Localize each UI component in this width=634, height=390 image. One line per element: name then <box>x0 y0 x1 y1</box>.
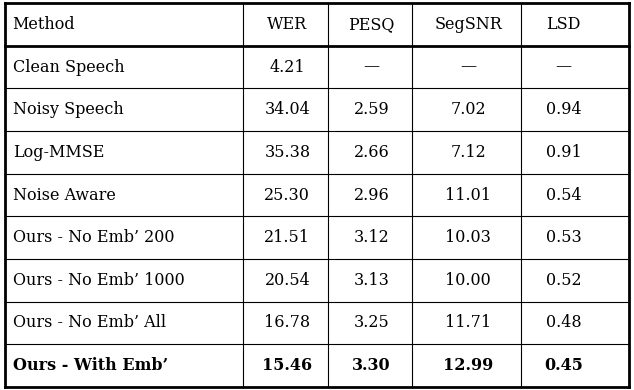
Text: 7.02: 7.02 <box>451 101 486 118</box>
Text: 4.21: 4.21 <box>269 58 305 76</box>
Text: —: — <box>555 58 571 76</box>
Text: 10.00: 10.00 <box>446 272 491 289</box>
Text: 0.91: 0.91 <box>545 144 581 161</box>
Text: Ours - No Emb’ 1000: Ours - No Emb’ 1000 <box>13 272 184 289</box>
Text: 2.59: 2.59 <box>354 101 389 118</box>
Text: 0.53: 0.53 <box>545 229 581 246</box>
Text: 0.54: 0.54 <box>546 186 581 204</box>
Text: 16.78: 16.78 <box>264 314 311 332</box>
Text: 25.30: 25.30 <box>264 186 310 204</box>
Text: 15.46: 15.46 <box>262 357 313 374</box>
Text: 3.25: 3.25 <box>354 314 389 332</box>
Text: Clean Speech: Clean Speech <box>13 58 124 76</box>
Text: 2.96: 2.96 <box>354 186 389 204</box>
Text: 2.66: 2.66 <box>354 144 389 161</box>
Text: 3.12: 3.12 <box>354 229 389 246</box>
Text: Ours - No Emb’ All: Ours - No Emb’ All <box>13 314 166 332</box>
Text: 0.52: 0.52 <box>546 272 581 289</box>
Text: Method: Method <box>13 16 75 33</box>
Text: Noise Aware: Noise Aware <box>13 186 115 204</box>
Text: 34.04: 34.04 <box>264 101 310 118</box>
Text: 7.12: 7.12 <box>450 144 486 161</box>
Text: 21.51: 21.51 <box>264 229 311 246</box>
Text: 11.71: 11.71 <box>445 314 491 332</box>
Text: 0.45: 0.45 <box>544 357 583 374</box>
Text: 20.54: 20.54 <box>264 272 310 289</box>
Text: LSD: LSD <box>547 16 581 33</box>
Text: 11.01: 11.01 <box>445 186 491 204</box>
Text: Log-MMSE: Log-MMSE <box>13 144 104 161</box>
Text: 12.99: 12.99 <box>443 357 493 374</box>
Text: SegSNR: SegSNR <box>434 16 502 33</box>
Text: 3.13: 3.13 <box>354 272 389 289</box>
Text: PESQ: PESQ <box>349 16 395 33</box>
Text: 0.48: 0.48 <box>546 314 581 332</box>
Text: WER: WER <box>268 16 307 33</box>
Text: 10.03: 10.03 <box>445 229 491 246</box>
Text: Noisy Speech: Noisy Speech <box>13 101 124 118</box>
Text: —: — <box>460 58 476 76</box>
Text: Ours - No Emb’ 200: Ours - No Emb’ 200 <box>13 229 174 246</box>
Text: 0.94: 0.94 <box>546 101 581 118</box>
Text: 3.30: 3.30 <box>353 357 391 374</box>
Text: 35.38: 35.38 <box>264 144 311 161</box>
Text: —: — <box>363 58 380 76</box>
Text: Ours - With Emb’: Ours - With Emb’ <box>13 357 168 374</box>
